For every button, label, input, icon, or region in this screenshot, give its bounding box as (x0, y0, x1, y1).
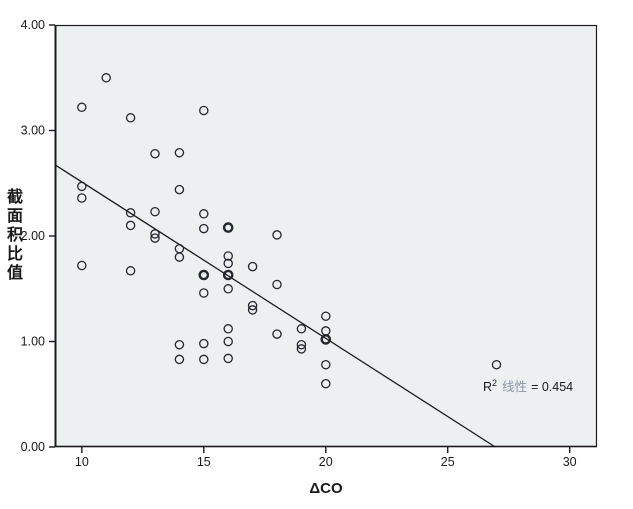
data-point (77, 260, 87, 271)
scatter-svg: 10 15 20 25 30 0.00 1.00 2.00 3.00 4.00 (21, 18, 598, 469)
data-point (125, 266, 136, 276)
data-point (199, 354, 209, 365)
data-point (174, 147, 185, 158)
data-point (174, 339, 185, 350)
data-point (223, 284, 233, 294)
data-point (199, 105, 209, 116)
data-point (272, 279, 282, 290)
data-point (320, 334, 332, 345)
data-point (125, 220, 136, 231)
data-point (321, 378, 331, 389)
data-point (150, 206, 160, 217)
r-squared-symbol: R (483, 380, 493, 394)
data-point (174, 252, 185, 262)
data-point (77, 193, 87, 203)
data-point (150, 148, 160, 159)
data-point (222, 222, 234, 233)
data-point (174, 184, 185, 195)
r-squared-value: = 0.454 (531, 380, 574, 394)
data-point (272, 230, 282, 240)
x-axis-title: ΔCO (309, 480, 343, 497)
data-point (247, 261, 258, 272)
x-tick-label: 30 (563, 455, 577, 469)
data-point (223, 258, 233, 269)
r-squared-exponent: 2 (492, 377, 498, 388)
y-tick-label: 4.00 (21, 18, 45, 32)
x-tick-label: 10 (75, 455, 89, 469)
y-tick-label: 3.00 (21, 124, 45, 138)
r-squared-annotation: R2 线性 = 0.454 (483, 376, 573, 395)
data-point (247, 305, 258, 315)
fit-line (54, 164, 496, 448)
data-point (174, 354, 185, 365)
data-point (321, 311, 331, 321)
y-tick-label: 2.00 (21, 229, 45, 243)
data-point (101, 73, 111, 83)
data-point (223, 324, 233, 334)
x-tick-label: 15 (197, 455, 211, 469)
data-point (321, 359, 331, 370)
fit-series-label: 线性 (502, 380, 528, 394)
data-point (77, 102, 87, 113)
data-point (296, 339, 307, 350)
y-tick-label: 0.00 (21, 440, 45, 454)
data-point (223, 251, 233, 261)
data-point (223, 336, 233, 347)
y-axis-title: 截面积比值 (4, 188, 21, 283)
data-point (222, 269, 234, 281)
data-point (223, 353, 233, 364)
data-point (125, 208, 136, 218)
data-point (150, 229, 160, 239)
y-tick-label: 1.00 (21, 335, 45, 349)
x-tick-label: 25 (441, 455, 455, 469)
data-point (296, 324, 307, 334)
data-point (150, 233, 160, 243)
data-point (491, 359, 502, 370)
data-point (77, 181, 87, 192)
data-point (198, 269, 210, 281)
data-point (247, 300, 258, 311)
x-tick-label: 20 (319, 455, 333, 469)
data-point (199, 338, 209, 349)
data-point (296, 344, 307, 354)
data-point (199, 223, 209, 234)
data-point (125, 113, 136, 123)
plot-area: 10 15 20 25 30 0.00 1.00 2.00 3.00 4.00 R2 线性 = 0.4… (21, 18, 598, 469)
data-point (272, 329, 282, 339)
data-point (199, 288, 209, 298)
data-point (199, 209, 209, 219)
